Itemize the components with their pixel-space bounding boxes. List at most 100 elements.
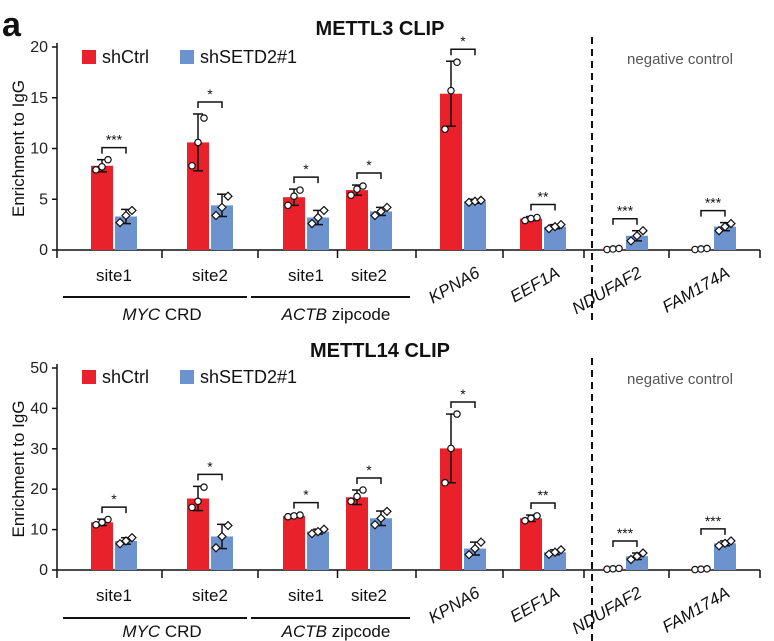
x-tick-label: site2	[192, 586, 228, 605]
significance-label: *	[460, 386, 466, 402]
chart-title: METTL14 CLIP	[310, 340, 450, 362]
data-point	[194, 138, 202, 147]
y-tick-label: 0	[39, 562, 48, 579]
significance-bracket	[700, 528, 726, 535]
significance-label: *	[366, 462, 372, 478]
data-point	[353, 492, 361, 501]
data-point	[104, 515, 112, 524]
x-tick-label: site1	[96, 586, 132, 605]
x-tick-label: KPNA6	[425, 263, 483, 308]
significance-label: ***	[617, 525, 634, 541]
bar-0	[283, 515, 305, 570]
x-tick-label: FAM174A	[659, 583, 733, 637]
group-label: MYC CRD	[122, 305, 201, 324]
data-point	[453, 410, 461, 418]
bar-1	[370, 518, 392, 570]
bar-1	[370, 211, 392, 250]
significance-label: ***	[106, 132, 123, 148]
data-point	[376, 513, 386, 524]
data-point	[726, 218, 736, 229]
data-point	[370, 519, 380, 530]
panel-label: a	[2, 6, 22, 44]
data-point	[615, 244, 623, 253]
significance-bracket	[700, 209, 726, 217]
data-point	[447, 444, 455, 453]
mettl14-clip-chart: METTL14 CLIP Enrichment to IgG 0 10 20 30 40 50…	[9, 340, 761, 641]
significance-bracket	[293, 176, 319, 184]
y-tick-label: 20	[30, 481, 48, 498]
chart-title: METTL3 CLIP	[316, 18, 445, 40]
bar-0	[91, 165, 113, 250]
x-tick-label: site1	[288, 586, 324, 605]
y-tick-label: 10	[30, 522, 48, 539]
data-point	[453, 58, 461, 67]
data-point	[726, 536, 736, 546]
x-tick-label: site1	[288, 266, 324, 285]
bar-1	[464, 201, 486, 250]
y-tick-label: 30	[30, 441, 48, 458]
data-point	[290, 192, 298, 201]
y-tick-label: 10	[30, 141, 48, 158]
bar-1	[307, 531, 329, 570]
legend-entry-1: shSETD2#1	[200, 47, 297, 67]
y-tick-label: 15	[30, 90, 48, 107]
significance-bracket	[101, 146, 127, 154]
data-point	[200, 483, 208, 491]
data-point	[447, 86, 455, 95]
data-point	[632, 230, 642, 241]
significance-bracket	[356, 477, 382, 485]
bar-0	[346, 190, 368, 250]
significance-bracket	[530, 502, 556, 510]
legend-entry-0: shCtrl	[102, 367, 149, 387]
data-point	[441, 478, 449, 487]
data-point	[353, 185, 361, 193]
legend-entry-0: shCtrl	[102, 47, 149, 67]
x-tick-label: FAM174A	[659, 263, 733, 317]
x-tick-label: NDUFAF2	[569, 583, 646, 638]
data-point	[319, 205, 329, 216]
data-point	[92, 166, 100, 174]
data-point	[217, 531, 227, 542]
data-point	[347, 497, 355, 506]
data-point	[370, 210, 380, 221]
data-point	[359, 182, 367, 190]
group-label: ACTB zipcode	[281, 305, 391, 324]
significance-label: *	[303, 161, 309, 177]
data-point	[556, 219, 566, 230]
x-tick-label: EEF1A	[507, 263, 563, 306]
significance-label: ***	[705, 513, 722, 529]
data-point	[638, 225, 648, 236]
data-point	[615, 564, 623, 573]
y-axis-label: Enrichment to IgG	[9, 400, 28, 537]
data-point	[223, 520, 233, 531]
data-point	[533, 213, 541, 222]
data-point	[720, 221, 730, 232]
significance-bracket	[293, 501, 319, 509]
data-point	[638, 548, 648, 558]
legend-entry-1: shSETD2#1	[200, 367, 297, 387]
legend-swatch-1	[180, 50, 194, 64]
mettl3-clip-chart: METTL3 CLIP Enrichment to IgG 0 5 10 15 20 nega…	[9, 18, 761, 325]
negative-control-label: negative control	[627, 51, 733, 68]
data-point	[296, 186, 304, 194]
data-point	[441, 125, 449, 134]
data-point	[626, 236, 636, 246]
significance-bracket	[450, 48, 476, 56]
data-point	[194, 497, 202, 506]
data-point	[476, 537, 486, 547]
data-point	[464, 549, 474, 560]
x-tick-label: site2	[351, 266, 387, 285]
data-point	[527, 214, 535, 223]
data-point	[307, 218, 317, 229]
data-point	[223, 191, 233, 202]
data-point	[104, 155, 112, 164]
significance-bracket	[450, 401, 476, 409]
bar-0	[520, 218, 542, 250]
significance-label: ***	[705, 195, 722, 211]
data-point	[470, 543, 480, 554]
x-tick-label: site1	[96, 266, 132, 285]
data-point	[188, 503, 196, 512]
significance-label: ***	[617, 203, 634, 219]
data-point	[290, 512, 298, 520]
